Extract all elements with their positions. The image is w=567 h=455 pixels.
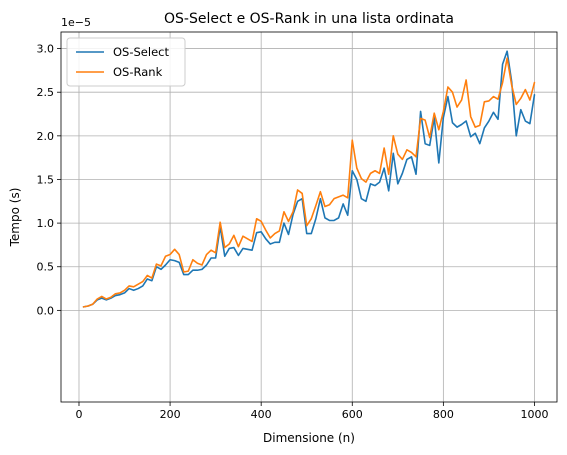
plot-area [82, 50, 536, 308]
x-axis: 0 200 400 600 800 1000 [75, 402, 548, 421]
y-tick-label: 1.5 [37, 173, 55, 186]
y-tick-label: 0.0 [37, 304, 55, 317]
legend-label: OS-Rank [113, 65, 163, 79]
y-tick-label: 2.0 [37, 130, 55, 143]
x-tick-label: 600 [342, 408, 363, 421]
y-tick-label: 2.5 [37, 86, 55, 99]
grid [61, 32, 557, 402]
series-line-os-rank [82, 57, 536, 308]
y-offset-text: 1e−5 [61, 16, 91, 29]
y-axis-label: Tempo (s) [8, 188, 22, 248]
series-line-os-select [82, 50, 536, 308]
x-tick-label: 200 [160, 408, 181, 421]
y-tick-label: 0.5 [37, 261, 55, 274]
x-tick-label: 0 [75, 408, 82, 421]
axes-frame [60, 31, 558, 403]
chart-title: OS-Select e OS-Rank in una lista ordinat… [164, 11, 454, 27]
x-tick-label: 800 [433, 408, 454, 421]
y-axis: 0.0 0.5 1.0 1.5 2.0 2.5 3.0 [37, 43, 61, 317]
legend: OS-Select OS-Rank [66, 37, 186, 87]
x-tick-label: 1000 [520, 408, 548, 421]
legend-label: OS-Select [113, 45, 169, 59]
x-axis-label: Dimensione (n) [263, 431, 355, 445]
x-tick-label: 400 [251, 408, 272, 421]
legend-box [66, 37, 186, 87]
y-tick-label: 1.0 [37, 217, 55, 230]
y-tick-label: 3.0 [37, 43, 55, 56]
